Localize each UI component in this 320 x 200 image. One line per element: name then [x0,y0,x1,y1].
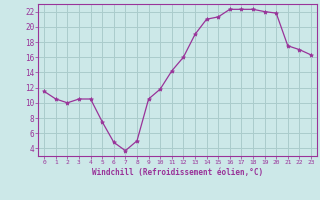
X-axis label: Windchill (Refroidissement éolien,°C): Windchill (Refroidissement éolien,°C) [92,168,263,177]
